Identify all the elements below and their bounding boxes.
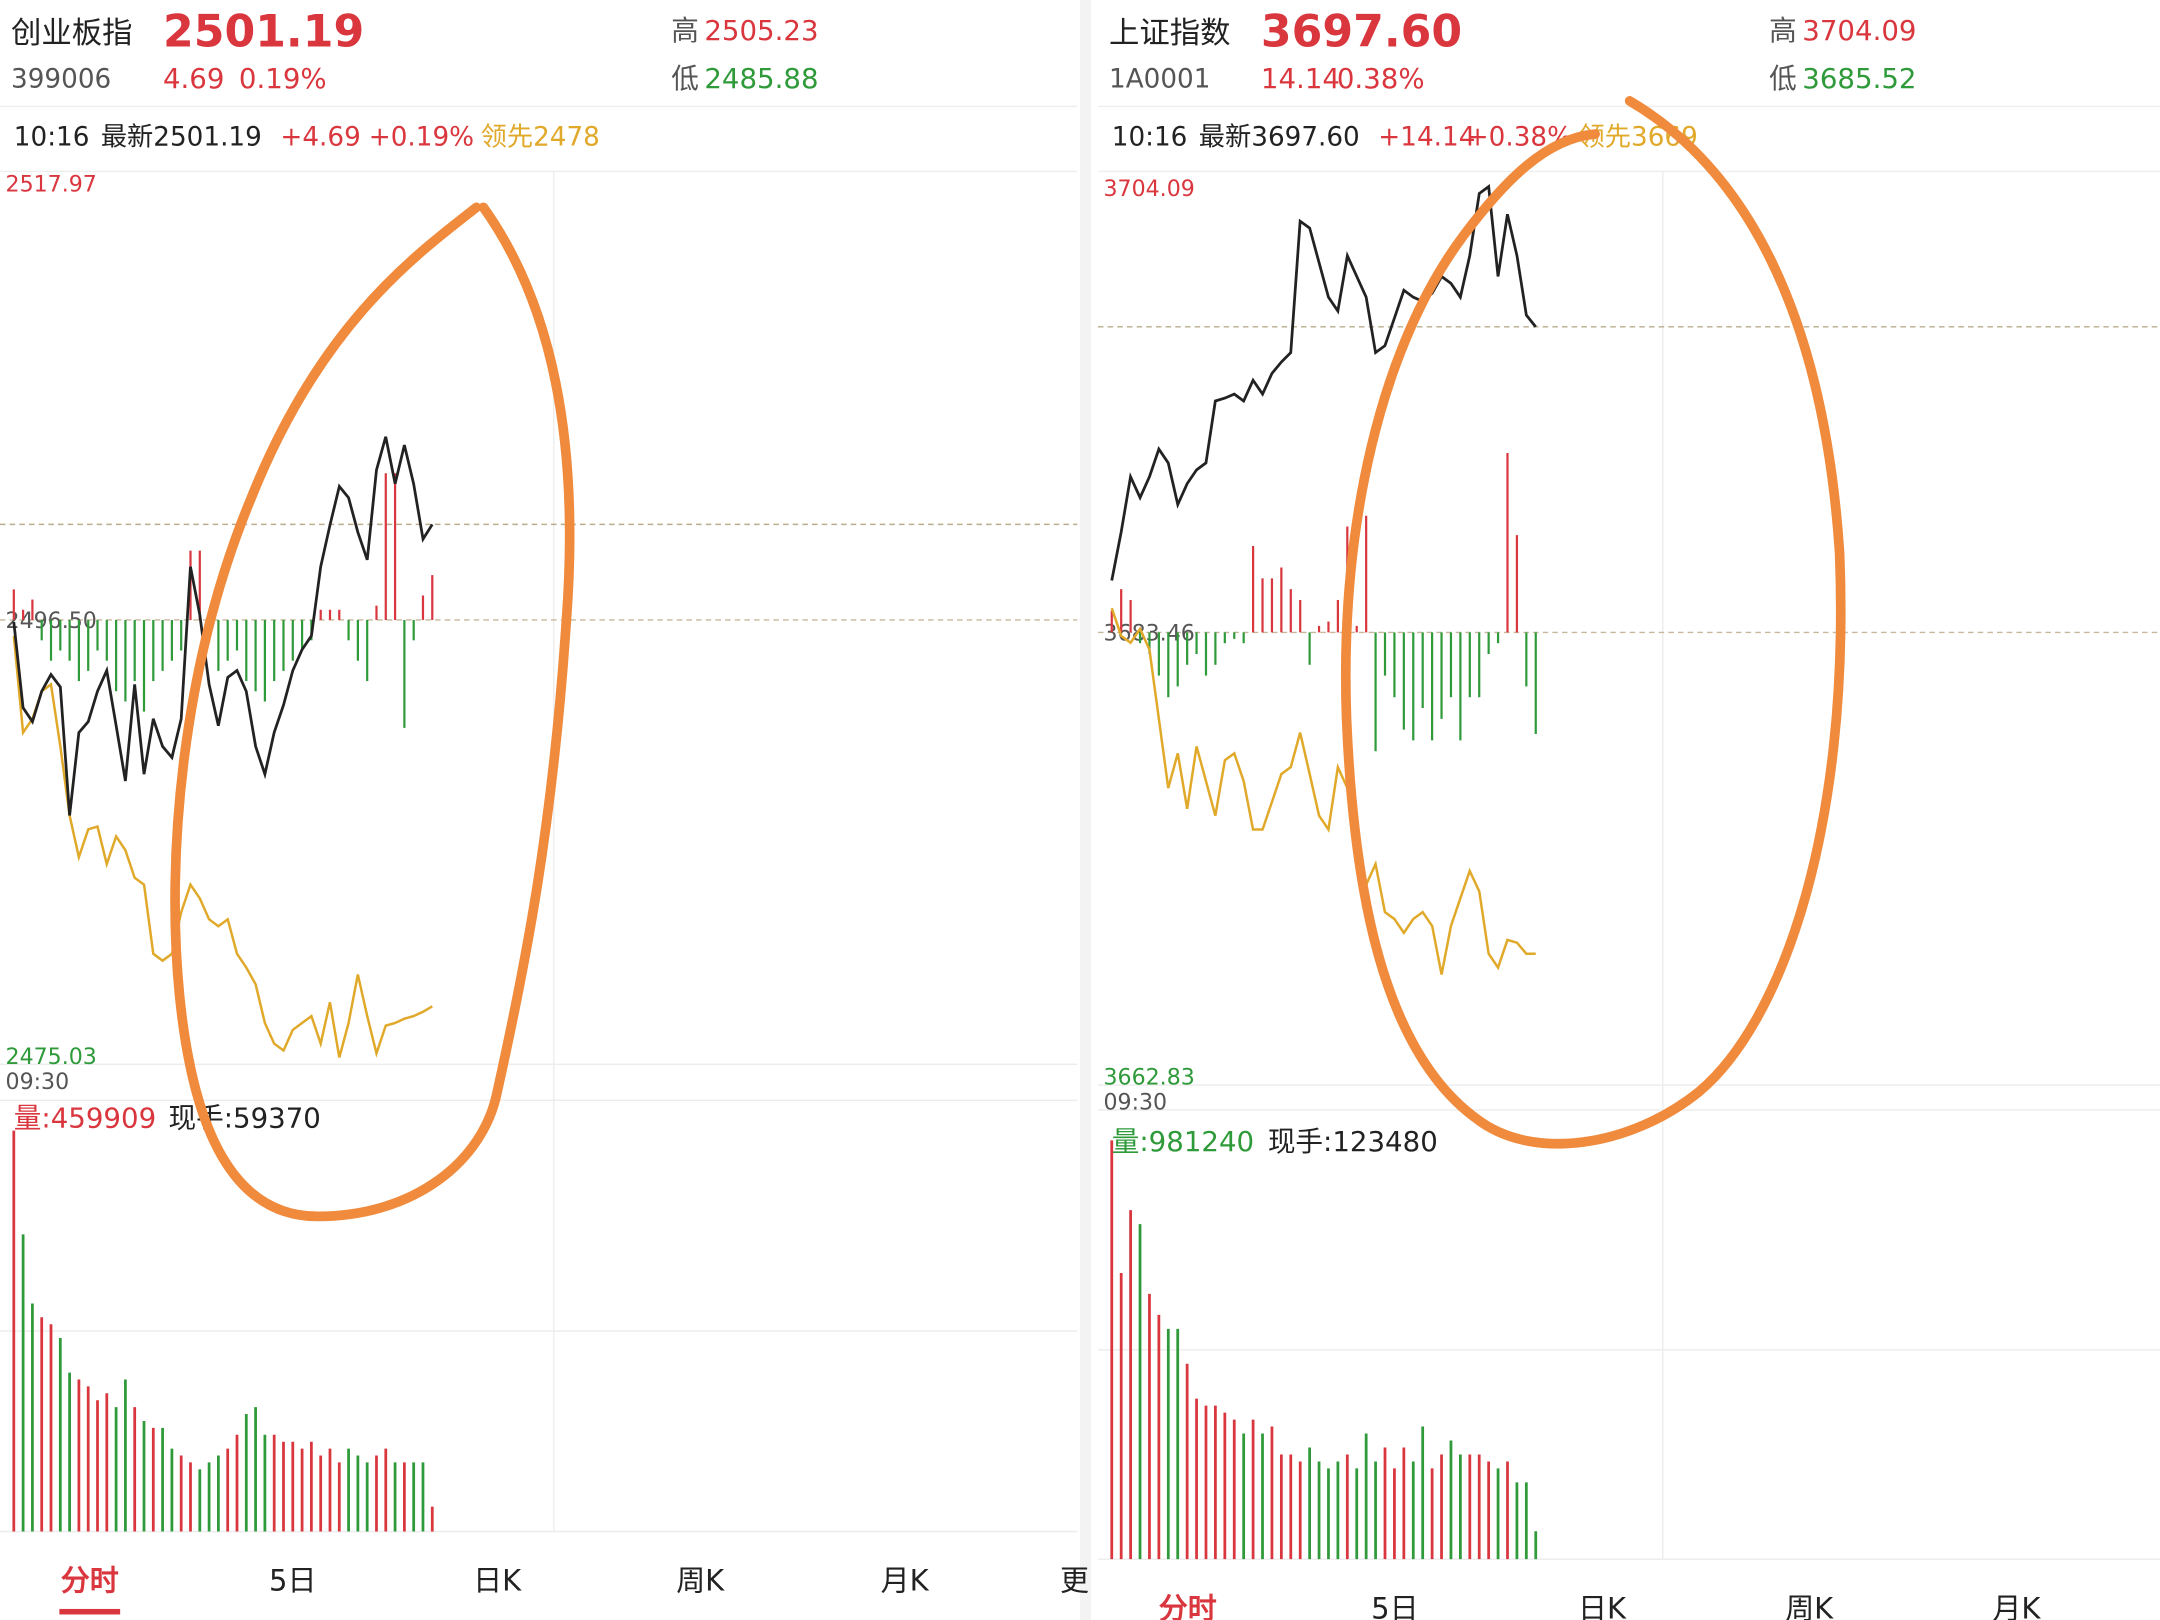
divider (1080, 0, 1092, 1620)
low-value: 2485.88 (704, 62, 818, 95)
current-hand-label: 现手:123480 (1268, 1125, 1438, 1158)
tab[interactable]: 月K (881, 1564, 930, 1598)
avg-line (1110, 607, 1536, 975)
volume-label: 量:459909 (14, 1102, 156, 1135)
index-price: 3697.60 (1261, 7, 1462, 58)
y-tick-label: 3662.83 (1103, 1065, 1194, 1091)
high-value: 3704.09 (1802, 14, 1916, 47)
status-lead: 领先2478 (481, 123, 600, 153)
price-change: 4.69 (163, 62, 224, 95)
avg-line (12, 635, 433, 1058)
annotation-circle (170, 202, 575, 1222)
volume-label: 量:981240 (1112, 1125, 1254, 1158)
price-change: 14.14 (1261, 62, 1340, 95)
tab[interactable]: 5日 (1371, 1591, 1418, 1620)
tab[interactable]: 5日 (269, 1564, 316, 1598)
tab[interactable]: 周K (1785, 1591, 1834, 1620)
high-label: 高 (671, 14, 699, 47)
tab[interactable]: 日K (473, 1564, 522, 1598)
current-hand-label: 现手:59370 (168, 1102, 320, 1135)
tab[interactable]: 分时 (1159, 1591, 1217, 1620)
low-label: 低 (671, 62, 699, 95)
status-latest: 最新3697.60 (1199, 123, 1360, 153)
index-name: 上证指数 (1109, 16, 1230, 51)
x-tick-label: 09:30 (6, 1069, 70, 1095)
high-value: 2505.23 (704, 14, 818, 47)
status-time: 10:16 (1112, 123, 1188, 153)
annotation-circle (1341, 96, 1846, 1149)
index-price: 2501.19 (163, 7, 364, 58)
status-change: +4.69 (280, 123, 360, 153)
index-name: 创业板指 (11, 16, 132, 51)
y-tick-label: 2475.03 (6, 1044, 97, 1070)
status-pct: +0.19% (369, 123, 474, 153)
price-change-pct: 0.19% (239, 62, 327, 95)
price-change-pct: 0.38% (1337, 62, 1425, 95)
index-code: 1A0001 (1109, 65, 1210, 95)
tab[interactable]: 日K (1578, 1591, 1627, 1620)
tab[interactable]: 周K (676, 1564, 725, 1598)
tab[interactable]: 分时 (61, 1564, 119, 1598)
price-line (12, 436, 434, 816)
status-latest: 最新2501.19 (101, 123, 262, 153)
tab-underline (59, 1608, 121, 1615)
x-tick-label: 09:30 (1103, 1090, 1167, 1116)
tab[interactable]: 更 (1060, 1564, 1089, 1598)
low-label: 低 (1769, 62, 1797, 95)
status-time: 10:16 (14, 123, 90, 153)
y-tick-label: 3704.09 (1103, 176, 1194, 202)
index-code: 399006 (11, 65, 111, 95)
tab[interactable]: 月K (1992, 1591, 2041, 1620)
price-line (1110, 184, 1537, 581)
low-value: 3685.52 (1802, 62, 1916, 95)
status-change: +14.14 (1378, 123, 1475, 153)
y-tick-label: 2517.97 (6, 172, 97, 198)
high-label: 高 (1769, 14, 1797, 47)
